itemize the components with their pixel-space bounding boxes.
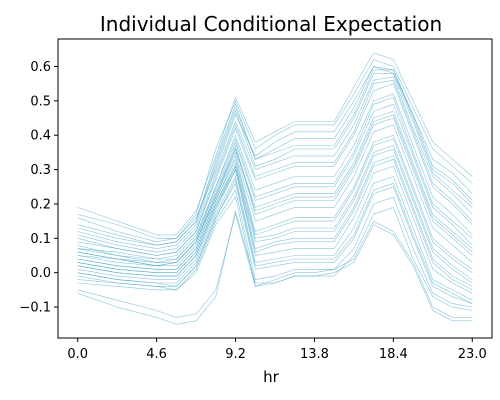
ice-line-8	[77, 124, 473, 267]
y-axis-ticks: −0.1 0.0 0.1 0.2 0.3 0.4 0.5 0.6	[19, 60, 58, 316]
ice-line-27	[77, 66, 473, 246]
x-tick-label: 23.0	[458, 347, 487, 362]
ice-line-3	[77, 76, 473, 253]
y-tick-label: 0.6	[30, 60, 51, 75]
ice-line-17	[77, 213, 473, 318]
ice-line-22	[77, 97, 473, 260]
ice-line-11	[77, 155, 473, 287]
ice-line-20	[77, 73, 473, 249]
y-tick-label: 0.5	[30, 94, 51, 109]
ice-line-1	[77, 66, 473, 243]
ice-lines	[77, 52, 473, 325]
y-tick-label: −0.1	[19, 301, 51, 316]
x-tick-label: 9.2	[225, 347, 246, 362]
y-tick-label: 0.4	[30, 129, 51, 144]
x-tick-label: 4.6	[146, 347, 167, 362]
ice-line-2	[77, 69, 473, 246]
y-tick-label: 0.3	[30, 163, 51, 178]
x-axis-label: hr	[263, 368, 280, 386]
y-tick-label: 0.1	[30, 232, 51, 247]
x-tick-label: 0.0	[67, 347, 88, 362]
ice-line-18	[77, 210, 473, 325]
x-tick-label: 13.8	[300, 347, 329, 362]
ice-line-0	[77, 52, 473, 236]
x-axis-ticks: 0.0 4.6 9.2 13.8 18.4 23.0	[67, 338, 487, 362]
ice-line-5	[77, 93, 473, 260]
ice-line-28	[77, 110, 473, 267]
chart-title: Individual Conditional Expectation	[100, 12, 442, 36]
y-tick-label: 0.2	[30, 197, 51, 212]
y-tick-label: 0.0	[30, 266, 51, 281]
plot-frame	[57, 38, 493, 339]
x-tick-label: 18.4	[379, 347, 408, 362]
ice-line-13	[77, 175, 473, 301]
ice-line-24	[77, 138, 473, 273]
ice-line-29	[77, 148, 473, 284]
ice-line-26	[77, 179, 473, 304]
ice-line-19	[77, 59, 473, 239]
ice-line-12	[77, 165, 473, 294]
ice-line-25	[77, 158, 473, 291]
ice-line-21	[77, 79, 473, 256]
